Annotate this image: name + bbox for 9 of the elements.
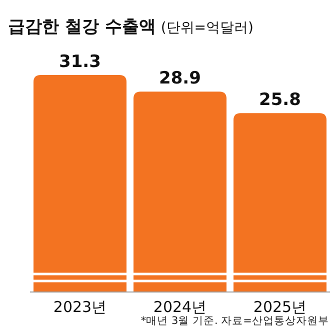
chart-subtitle: (단위=억달러) (160, 20, 254, 36)
data-label: 28.9 (159, 68, 201, 89)
x-tick-label: 2025년 (253, 298, 307, 316)
x-tick-label: 2024년 (153, 298, 207, 316)
data-label: 25.8 (259, 90, 301, 110)
data-label: 31.3 (59, 52, 101, 72)
text: *매년 3월 기준. 자료=산업통상자원부 (140, 315, 329, 327)
chart-title: 급감한 철강 수출액 (8, 17, 156, 37)
x-tick-label: 2023년 (53, 298, 107, 316)
